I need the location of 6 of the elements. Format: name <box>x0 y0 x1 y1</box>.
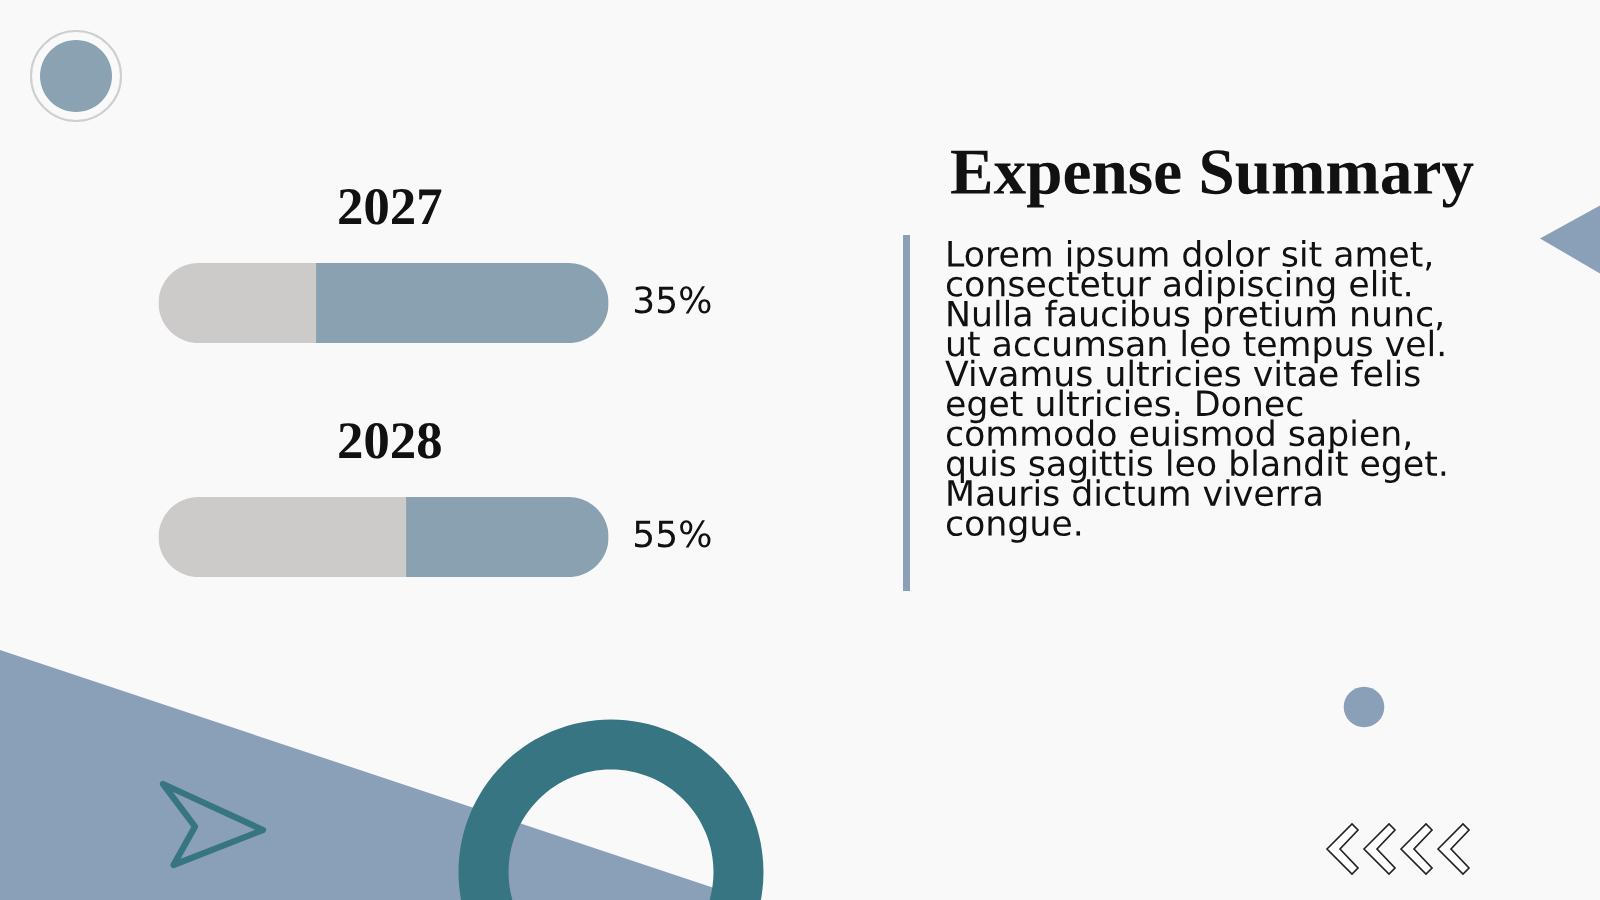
y-tick-label: 2028 <box>339 422 441 459</box>
text: Lorem ipsum dolor sit amet, consectetur adipiscing elit. Nulla faucibus pretium nunc, ut accumsan leo tempus vel. Vivamus ultricies vitae felis eget ultricies. Donec commodo euismod sapien, quis sagittis leo blandit eget. Mauris dictum viverra congue. <box>945 240 1446 543</box>
y-tick-label: 2027 <box>339 188 442 225</box>
data-label: 55% <box>635 520 711 548</box>
data-label: 35% <box>634 286 711 314</box>
text: Expense Summary <box>951 150 1474 208</box>
